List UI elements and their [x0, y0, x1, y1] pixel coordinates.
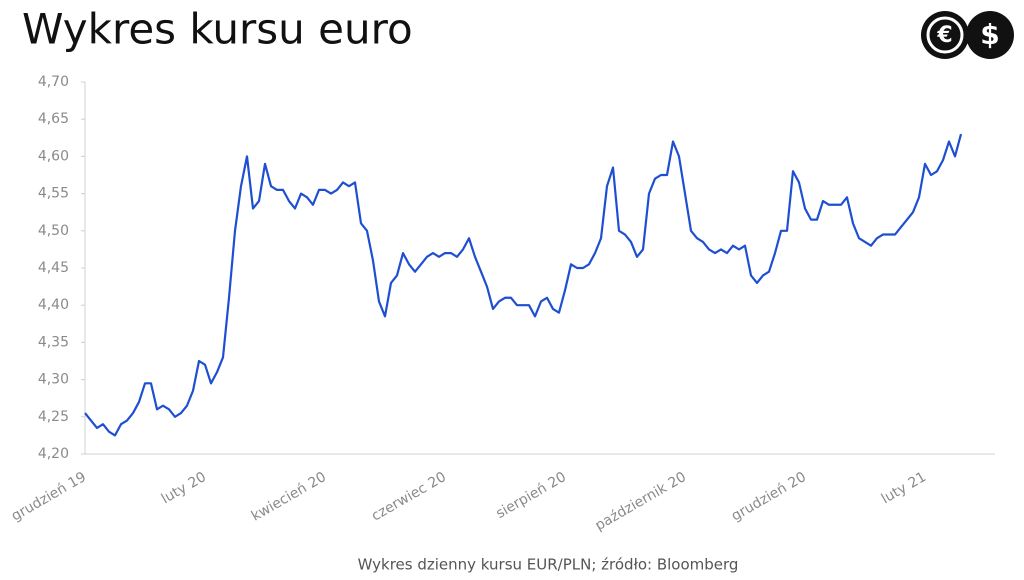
y-tick-label: 4,65	[38, 111, 69, 127]
x-tick-label: luty 21	[879, 469, 929, 507]
x-tick-label: sierpień 20	[493, 469, 569, 522]
y-tick-label: 4,70	[38, 74, 69, 90]
logo-ring	[926, 16, 964, 54]
x-tick-label: grudzień 19	[9, 469, 89, 525]
x-tick-label: grudzień 20	[729, 469, 809, 525]
y-tick-label: 4,25	[38, 409, 69, 425]
chart-title: Wykres kursu euro	[22, 5, 413, 54]
logo-symbol: $	[980, 18, 999, 51]
y-tick-label: 4,55	[38, 186, 69, 202]
y-tick-label: 4,30	[38, 372, 69, 388]
x-tick-label: październik 20	[592, 469, 689, 534]
line	[84, 133, 963, 437]
x-tick-label: luty 20	[159, 469, 209, 507]
logo: € $	[921, 11, 1014, 59]
x-tick-label: kwiecień 20	[249, 469, 329, 525]
y-tick-label: 4,40	[38, 297, 69, 313]
logo-symbol: €	[936, 23, 952, 48]
y-tick-label: 4,60	[38, 148, 69, 164]
caption: Wykres dzienny kursu EUR/PLN; źródło: Bl…	[358, 556, 739, 574]
y-tick-label: 4,50	[38, 223, 69, 239]
y-tick-label: 4,45	[38, 260, 69, 276]
y-tick-label: 4,20	[38, 446, 69, 462]
x-tick-label: czerwiec 20	[369, 469, 449, 525]
logo-circle	[966, 11, 1014, 59]
y-tick-label: 4,35	[38, 334, 69, 350]
